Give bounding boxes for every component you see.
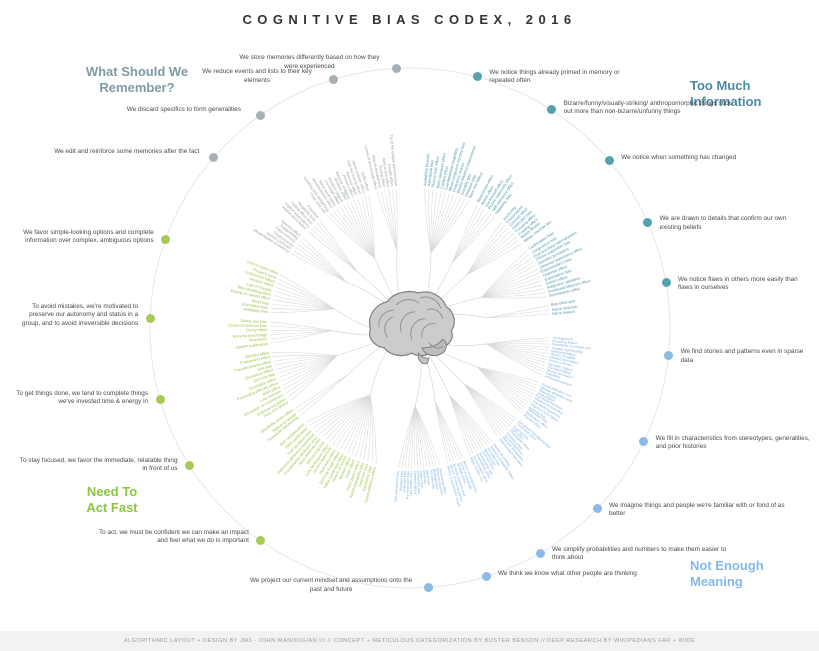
- quadrant-header-what-should-we-remember: What Should We Remember?: [85, 64, 189, 96]
- page-title: COGNITIVE BIAS CODEX, 2016: [242, 12, 577, 27]
- credits-text: ALGORITHMIC LAYOUT + DESIGN BY JM3 · JOH…: [123, 638, 696, 644]
- quadrant-header-need-to-act-fast: Need To Act Fast: [86, 484, 138, 516]
- brain-icon: [369, 290, 455, 365]
- credits-footer: ALGORITHMIC LAYOUT + DESIGN BY JM3 · JOH…: [0, 631, 819, 651]
- quadrant-header-too-much-information: Too Much Information: [690, 78, 762, 110]
- quadrant-header-not-enough-meaning: Not Enough Meaning: [690, 558, 764, 590]
